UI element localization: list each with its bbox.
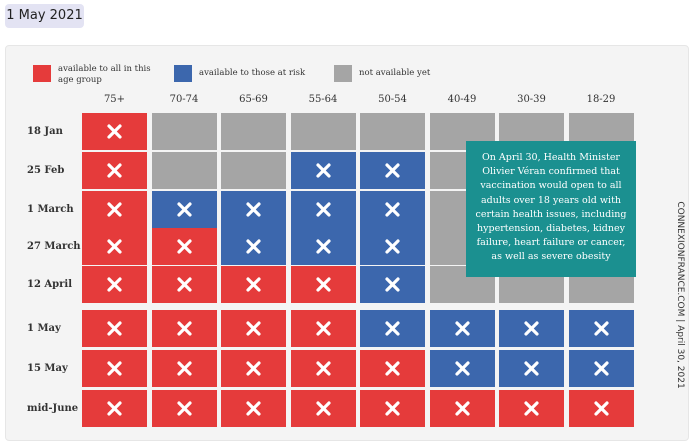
row-label: 18 Jan — [27, 126, 63, 137]
cell — [360, 191, 425, 228]
note-box: On April 30, Health Minister Olivier Vér… — [466, 141, 636, 277]
column-header: 75+ — [103, 94, 126, 105]
row-label: 15 May — [27, 363, 68, 374]
cell — [82, 310, 147, 347]
cell — [151, 113, 217, 150]
legend-label: not available yet — [359, 68, 431, 78]
cell — [82, 228, 147, 265]
row-label: mid-June — [27, 403, 79, 414]
cell — [151, 152, 217, 189]
cell — [290, 191, 356, 228]
cell — [221, 228, 286, 265]
column-header: 70-74 — [169, 94, 199, 105]
date-badge: 1 May 2021 — [5, 4, 84, 28]
cell — [568, 310, 634, 347]
cell — [360, 266, 425, 303]
cell — [290, 228, 356, 265]
cell — [290, 350, 356, 387]
cell — [151, 228, 217, 265]
cell — [290, 266, 356, 303]
cell — [221, 152, 286, 189]
cell — [568, 390, 634, 427]
column-header: 40-49 — [447, 94, 477, 105]
cell — [82, 350, 147, 387]
cell — [499, 310, 564, 347]
cell — [429, 310, 495, 347]
column-header: 65-69 — [239, 94, 268, 105]
column-header: 55-64 — [308, 94, 338, 105]
cell — [82, 113, 147, 150]
cell — [151, 350, 217, 387]
cell — [151, 390, 217, 427]
cell — [221, 113, 286, 150]
cell — [499, 350, 564, 387]
cell — [290, 310, 356, 347]
row-label: 1 May — [27, 323, 61, 334]
cell — [360, 390, 425, 427]
cell — [290, 390, 356, 427]
cell — [221, 310, 286, 347]
cell — [221, 390, 286, 427]
cell — [221, 266, 286, 303]
cell — [82, 191, 147, 228]
cell — [360, 152, 425, 189]
cell — [429, 390, 495, 427]
cell — [290, 113, 356, 150]
cell — [429, 350, 495, 387]
legend-swatch — [33, 65, 51, 82]
credit: CONNEXIONFRANCE.COM | April 30, 2021 — [675, 201, 685, 389]
cell — [151, 191, 217, 228]
cell — [360, 350, 425, 387]
cell — [82, 390, 147, 427]
cell — [151, 266, 217, 303]
legend-label: available to all in this age group — [58, 64, 151, 85]
cell — [151, 310, 217, 347]
legend-label: available to those at risk — [199, 68, 306, 78]
legend-swatch — [174, 65, 192, 82]
column-header: 30-39 — [517, 94, 546, 105]
row-label: 1 March — [27, 204, 74, 215]
cell — [82, 266, 147, 303]
cell — [568, 350, 634, 387]
cell — [360, 113, 425, 150]
row-label: 12 April — [27, 279, 73, 290]
cell — [499, 390, 564, 427]
cell — [290, 152, 356, 189]
cell — [360, 228, 425, 265]
cell — [221, 191, 286, 228]
cell — [221, 350, 286, 387]
cell — [360, 310, 425, 347]
cell — [82, 152, 147, 189]
legend-swatch — [334, 65, 352, 82]
row-label: 27 March — [27, 241, 81, 252]
column-header: 18-29 — [586, 94, 616, 105]
row-label: 25 Feb — [27, 165, 65, 176]
column-header: 50-54 — [378, 94, 407, 105]
